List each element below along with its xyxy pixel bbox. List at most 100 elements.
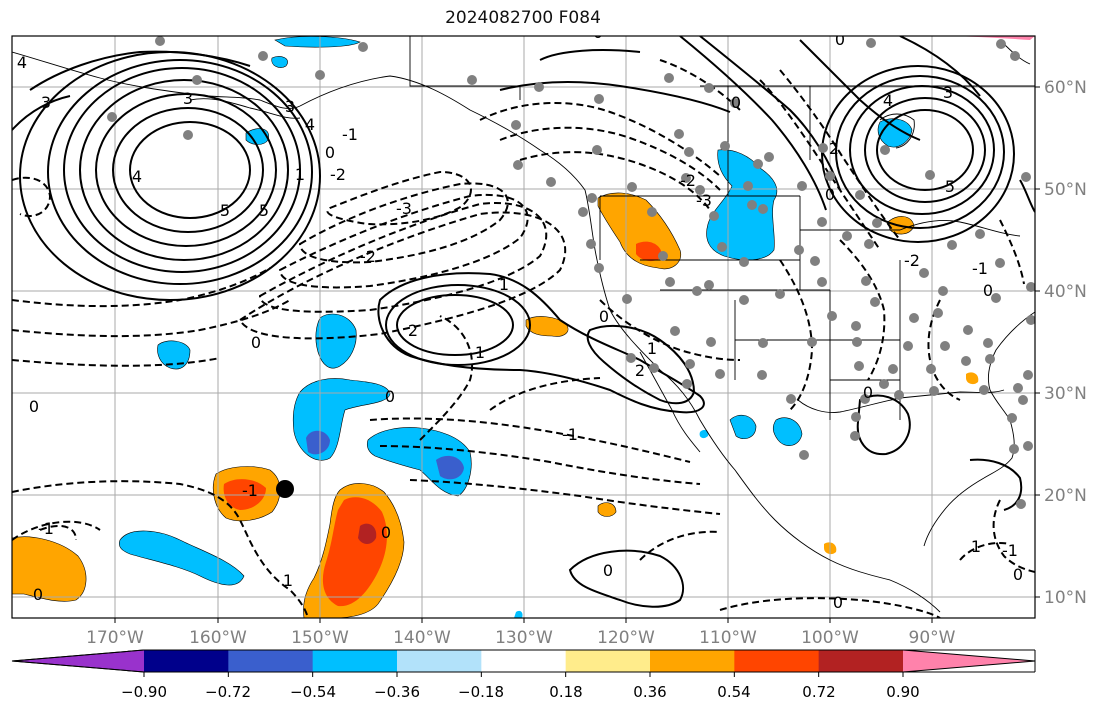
contour-label: 4	[17, 53, 27, 72]
contour-label: 2	[829, 139, 839, 158]
contour-label: 3	[943, 83, 953, 102]
contour-label: 0	[863, 383, 873, 402]
contour-label: 3	[285, 97, 295, 116]
colorbar-tick-label: 0.18	[549, 683, 582, 701]
lon-label: 150°W	[291, 628, 349, 648]
colorbar-tick-label: 0.54	[717, 683, 750, 701]
contour-label: -1	[242, 481, 258, 500]
shade-orange-gulf	[966, 372, 979, 385]
contour-label: 0	[731, 93, 741, 112]
contour-label: 1	[475, 343, 485, 362]
lon-label: 110°W	[699, 628, 757, 648]
contour-label: 4	[883, 91, 893, 110]
contour-labels: 4 3 3 4 5 5 3 4 0 1 -1 -2 -3 -2 1 2 1 0 …	[17, 23, 1023, 612]
contour-label: -1	[38, 519, 54, 538]
colorbar-tick-label: 0.72	[802, 683, 835, 701]
shade-blue-central-b	[306, 430, 330, 455]
colorbar: −0.90 −0.72 −0.54 −0.36 −0.18 0.18 0.36 …	[11, 649, 1036, 701]
shade-cyan-central-a	[315, 313, 357, 369]
contour-label: 0	[385, 387, 395, 406]
colorbar-tick-label: −0.90	[121, 683, 167, 701]
marked-location-dot	[276, 480, 294, 498]
contour-label: 1	[295, 165, 305, 184]
lon-label: 130°W	[495, 628, 553, 648]
shade-cyan-aleutian	[245, 128, 269, 145]
lon-label: 170°W	[86, 628, 144, 648]
shade-orange-baja	[12, 536, 87, 602]
shade-red-tropic	[322, 497, 387, 607]
contour-label: 4	[305, 115, 315, 134]
colorbar-bin	[144, 650, 229, 672]
colorbar-tick-label: −0.36	[374, 683, 420, 701]
colorbar-tick-label: 0.90	[886, 683, 919, 701]
lat-label: 30°N	[1044, 384, 1087, 404]
contour-label: 5	[220, 201, 230, 220]
contour-label: -1	[562, 425, 578, 444]
contour-label: 0	[599, 307, 609, 326]
contour-label: 0	[381, 523, 391, 542]
station-markers	[107, 36, 1035, 509]
shaded-anomaly-layer	[12, 36, 1035, 618]
lon-label: 160°W	[189, 628, 247, 648]
colorbar-bin	[481, 650, 567, 672]
shade-cyan-east-a	[366, 427, 472, 497]
contour-label: 5	[945, 177, 955, 196]
contour-label: 0	[251, 333, 261, 352]
positive-contours	[12, 36, 1035, 608]
colorbar-bin	[650, 650, 735, 672]
shade-cyan-rockies	[706, 149, 778, 261]
lon-label: 90°W	[909, 628, 956, 648]
colorbar-bin	[818, 650, 904, 672]
longitude-axis	[114, 618, 933, 623]
colorbar-tick-label: −0.72	[205, 683, 251, 701]
lat-label: 20°N	[1044, 486, 1087, 506]
shade-pink-corner	[940, 36, 1035, 40]
colorbar-bin	[312, 650, 398, 672]
contour-label: -3	[696, 191, 712, 210]
contour-label: -1	[972, 259, 988, 278]
colorbar-bin	[397, 650, 482, 672]
contour-label: 1	[499, 275, 509, 294]
contour-label: -1	[342, 125, 358, 144]
contour-label: 0	[835, 30, 845, 49]
lat-label: 50°N	[1044, 180, 1087, 200]
contour-label: -2	[330, 165, 346, 184]
shade-cyan-south	[119, 530, 245, 586]
contour-label: 5	[259, 201, 269, 220]
shade-red-idaho	[636, 241, 662, 262]
contour-label: -1	[1002, 541, 1018, 560]
shade-cyan-midpac	[157, 340, 191, 370]
colorbar-tick-label: 0.36	[633, 683, 666, 701]
shade-cyan-tiny-2	[514, 610, 523, 618]
contour-label: 1	[647, 339, 657, 358]
contour-label: 0	[593, 23, 603, 42]
contour-label: 0	[33, 585, 43, 604]
colorbar-bin	[228, 650, 314, 672]
shade-darkred-tropic	[358, 523, 377, 544]
contour-label: 3	[183, 89, 193, 108]
lat-label: 40°N	[1044, 282, 1087, 302]
colorbar-bin	[734, 650, 820, 672]
shade-cyan-gulf-b	[772, 417, 803, 446]
contour-label: 2	[635, 361, 645, 380]
contour-label: 0	[1013, 565, 1023, 584]
lon-label: 100°W	[801, 628, 859, 648]
lon-label: 140°W	[393, 628, 451, 648]
shade-orange-calif	[525, 316, 569, 337]
lat-label: 10°N	[1044, 588, 1087, 608]
colorbar-tick-label: −0.54	[290, 683, 336, 701]
contour-label: 0	[325, 143, 335, 162]
shade-blue-east-a	[436, 455, 464, 480]
colorbar-tick-label: −0.18	[458, 683, 504, 701]
contour-label: -2	[680, 171, 696, 190]
contour-label: 1	[971, 537, 981, 556]
lat-label: 60°N	[1044, 78, 1087, 98]
contour-label: 1	[283, 571, 293, 590]
contour-label: 3	[41, 93, 51, 112]
contour-label: -2	[904, 251, 920, 270]
map-title: 2024082700 F084	[445, 8, 601, 28]
latitude-axis	[1035, 86, 1040, 598]
colorbar-extend-max	[903, 650, 1035, 672]
colorbar-extend-min	[12, 650, 144, 672]
